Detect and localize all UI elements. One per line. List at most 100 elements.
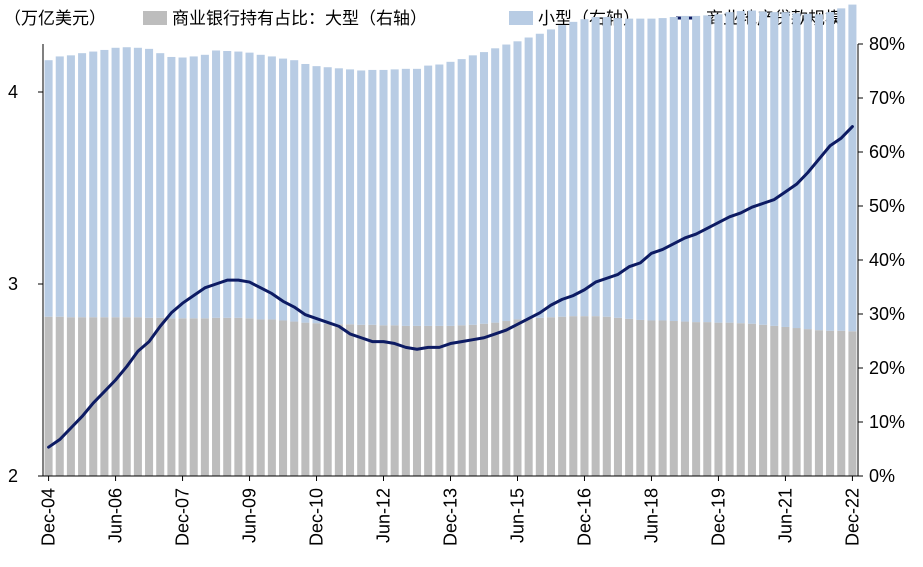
left-tick-label: 4	[8, 82, 18, 102]
bar-large	[770, 325, 779, 476]
bar-small	[558, 25, 567, 317]
bar-small	[602, 17, 611, 317]
bar-small	[78, 53, 87, 318]
bar-small	[245, 52, 254, 319]
bar-small	[412, 68, 422, 326]
bar-large	[591, 316, 600, 476]
bar-small	[100, 49, 109, 318]
bar-small	[457, 59, 466, 326]
bar-small	[669, 17, 678, 322]
x-tick-label: Jun-15	[507, 488, 527, 543]
right-tick-label: 50%	[869, 196, 905, 216]
bar-large	[580, 316, 589, 476]
bar-large	[725, 322, 734, 476]
bar-small	[826, 12, 835, 331]
x-tick-label: Dec-13	[441, 488, 461, 546]
bar-large	[100, 317, 109, 476]
bars-layer	[44, 4, 857, 476]
left-axis-unit-label: （万亿美元）	[4, 9, 106, 28]
bar-small	[234, 51, 243, 318]
bar-small	[435, 64, 444, 326]
x-tick-label: Jun-21	[775, 488, 795, 543]
bar-large	[468, 324, 477, 476]
bar-large	[368, 324, 377, 476]
bar-large	[837, 330, 846, 476]
bar-large	[491, 322, 500, 476]
bar-small	[792, 13, 801, 329]
right-tick-label: 80%	[869, 34, 905, 54]
bar-small	[111, 47, 120, 318]
bar-large	[502, 321, 511, 476]
right-tick-label: 30%	[869, 304, 905, 324]
right-tick-label: 40%	[869, 250, 905, 270]
bar-small	[580, 19, 589, 317]
bar-large	[792, 328, 801, 476]
bar-small	[636, 18, 645, 320]
bar-small	[513, 41, 522, 320]
bar-large	[212, 317, 221, 476]
x-tick-label: Dec-22	[842, 488, 862, 546]
bar-small	[167, 56, 176, 319]
bar-small	[346, 69, 355, 325]
bar-small	[692, 15, 701, 323]
bar-small	[569, 21, 578, 317]
bar-large	[111, 317, 120, 476]
bar-small	[401, 68, 410, 326]
left-tick-label: 2	[8, 466, 18, 486]
bar-large	[189, 318, 198, 476]
bar-small	[625, 18, 634, 319]
legend-swatch-small	[509, 11, 533, 25]
bar-large	[78, 317, 87, 476]
bar-large	[814, 330, 823, 476]
bar-small	[145, 48, 154, 318]
bar-large	[613, 317, 622, 476]
bar-small	[357, 70, 366, 325]
bar-small	[290, 60, 299, 322]
bar-large	[279, 320, 288, 476]
bar-large	[256, 319, 265, 476]
bar-small	[546, 29, 555, 318]
bar-large	[66, 317, 75, 476]
bar-large	[390, 325, 399, 476]
bar-small	[301, 63, 310, 323]
bar-large	[379, 325, 388, 476]
bar-large	[546, 317, 555, 476]
bar-small	[55, 56, 64, 317]
bar-large	[781, 326, 790, 476]
legend-swatch-large	[143, 11, 167, 25]
bar-small	[368, 69, 377, 325]
bar-large	[55, 316, 64, 476]
bar-large	[446, 325, 455, 476]
bar-large	[457, 325, 466, 476]
bar-small	[759, 11, 768, 325]
bar-large	[513, 319, 522, 476]
x-tick-label: Dec-16	[574, 488, 594, 546]
bar-small	[390, 69, 399, 326]
x-tick-label: Dec-07	[173, 488, 193, 546]
bar-small	[848, 4, 857, 332]
bar-large	[636, 319, 645, 476]
bar-small	[747, 10, 756, 324]
bar-large	[312, 323, 321, 476]
bar-small	[66, 55, 75, 318]
bar-large	[44, 316, 53, 476]
bar-large	[524, 318, 533, 476]
bar-large	[803, 329, 812, 476]
x-tick-label: Dec-04	[39, 488, 59, 546]
bar-large	[625, 318, 634, 476]
bar-small	[256, 54, 265, 320]
bar-large	[647, 320, 656, 476]
bar-large	[156, 317, 165, 476]
bar-large	[178, 318, 187, 476]
bar-large	[223, 317, 232, 476]
bar-small	[680, 15, 689, 322]
bar-small	[502, 44, 511, 322]
bar-small	[524, 37, 533, 319]
bar-small	[267, 56, 276, 320]
bar-small	[156, 53, 165, 318]
right-tick-label: 10%	[869, 412, 905, 432]
bar-small	[736, 11, 745, 324]
bar-small	[122, 47, 131, 318]
bar-small	[781, 12, 790, 327]
